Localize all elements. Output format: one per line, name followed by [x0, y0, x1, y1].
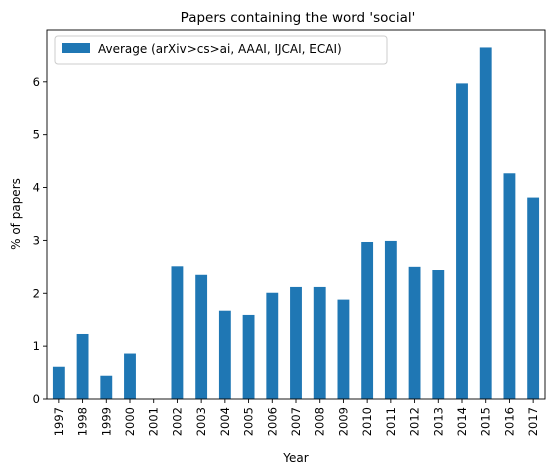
- bar-2014: [456, 83, 468, 399]
- legend-swatch: [62, 43, 90, 53]
- bars-group: [52, 47, 540, 399]
- x-tick-label: 2009: [336, 407, 350, 436]
- x-axis: 1997 1998 1999 2000 2001 2002 2003 2004 2005 2006…: [52, 399, 540, 436]
- bar-2005: [242, 314, 255, 399]
- bar-1997: [52, 366, 65, 399]
- x-tick-label: 2010: [360, 407, 374, 436]
- y-tick-label: 4: [33, 181, 40, 195]
- y-tick-label: 6: [33, 75, 40, 89]
- x-tick-label: 2004: [218, 407, 232, 436]
- bar-2011: [384, 240, 397, 399]
- x-tick-label: 2008: [313, 407, 327, 436]
- x-tick-label: 2016: [502, 407, 516, 436]
- x-tick-label: 2011: [384, 407, 398, 436]
- bar-1998: [76, 333, 89, 399]
- x-tick-label: 1998: [76, 407, 90, 436]
- x-tick-label: 2003: [194, 407, 208, 436]
- x-tick-label: 2006: [265, 407, 279, 436]
- x-tick-label: 2012: [408, 407, 422, 436]
- y-tick-label: 5: [33, 128, 40, 142]
- x-axis-label: Year: [282, 451, 308, 465]
- bar-2013: [432, 270, 445, 399]
- bar-2004: [218, 310, 231, 399]
- bar-2012: [408, 266, 421, 399]
- plot-frame: [46, 29, 546, 400]
- bar-2010: [361, 241, 374, 399]
- x-tick-label: 2005: [242, 407, 256, 436]
- bar-2002: [171, 266, 184, 399]
- y-tick-label: 0: [33, 392, 40, 406]
- legend-label: Average (arXiv>cs>ai, AAAI, IJCAI, ECAI): [98, 42, 342, 56]
- y-axis-label: % of papers: [9, 178, 23, 250]
- y-tick-label: 3: [33, 233, 40, 247]
- x-tick-label: 1999: [99, 407, 113, 436]
- y-tick-label: 1: [33, 339, 40, 353]
- bar-2000: [124, 353, 136, 399]
- bar-2006: [266, 292, 279, 399]
- bar-2016: [503, 173, 516, 399]
- bar-1999: [100, 375, 113, 399]
- x-tick-label: 2000: [123, 407, 137, 436]
- x-tick-label: 2001: [147, 407, 161, 436]
- bar-2008: [313, 286, 326, 399]
- bar-2009: [337, 299, 350, 399]
- x-tick-label: 2002: [170, 407, 184, 436]
- x-tick-label: 1997: [52, 407, 66, 436]
- x-tick-label: 2014: [455, 407, 469, 436]
- x-tick-label: 2013: [431, 407, 445, 436]
- x-tick-label: 2007: [289, 407, 303, 436]
- bar-2003: [195, 274, 208, 399]
- y-axis: 0 1 2 3 4 5 6: [33, 75, 47, 406]
- x-tick-label: 2017: [526, 407, 540, 436]
- bar-2017: [527, 197, 540, 399]
- bar-2007: [290, 286, 302, 399]
- x-tick-label: 2015: [479, 407, 493, 436]
- legend-frame: [54, 35, 388, 65]
- chart-title: Papers containing the word 'social': [181, 10, 416, 26]
- bar-2015: [479, 47, 492, 399]
- y-tick-label: 2: [33, 286, 40, 300]
- legend: Average (arXiv>cs>ai, AAAI, IJCAI, ECAI): [54, 35, 388, 65]
